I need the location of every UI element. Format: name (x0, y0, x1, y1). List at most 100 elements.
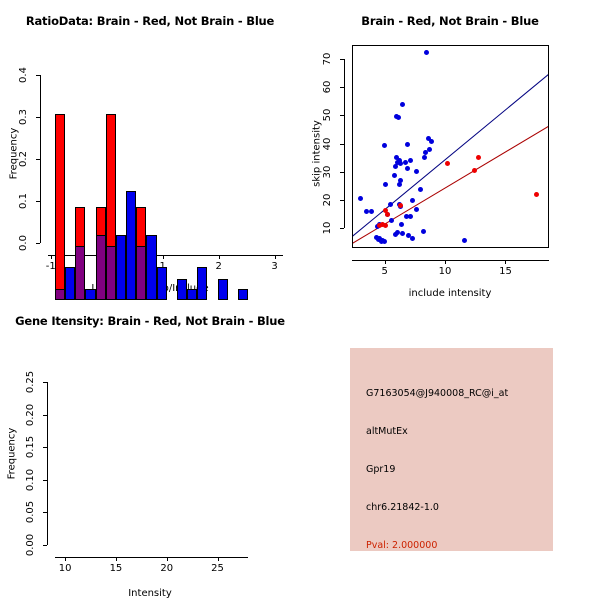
histogram-bar (176, 278, 188, 300)
y-tick-label: 0.05 (25, 501, 36, 524)
x-tick-label: 10 (438, 266, 452, 277)
scatter-point (397, 160, 403, 166)
scatter-point (393, 163, 398, 169)
histogram-bar (65, 267, 76, 300)
scatter-point (384, 211, 390, 217)
scatter-panel: Brain - Red, Not Brain - Blue skip inten… (300, 0, 600, 300)
y-tick (43, 512, 47, 514)
x-tick-label: 20 (160, 563, 174, 574)
x-axis (352, 260, 549, 261)
y-tick-label: 0.0 (18, 235, 29, 251)
scatter-point (383, 181, 389, 187)
y-tick (43, 479, 47, 481)
histogram-bar (156, 267, 167, 300)
scatter-point (418, 186, 424, 192)
x-axis (48, 255, 283, 256)
scatter-point (424, 49, 430, 55)
locus-text: chr6.21842-1.0 (366, 502, 439, 513)
y-tick (43, 447, 47, 449)
y-tick-label: 10 (322, 221, 333, 235)
x-tick-label: 2 (215, 261, 222, 272)
scatter-point (357, 195, 363, 201)
scatter-point (399, 221, 405, 227)
scatter-point (395, 230, 401, 236)
scatter-point (397, 203, 403, 209)
histogram-bar (55, 113, 66, 300)
scatter-point (396, 182, 402, 188)
scatter-point (377, 223, 383, 229)
x-tick-label: 25 (211, 563, 224, 574)
y-tick (340, 115, 344, 117)
scatter-point (426, 146, 432, 152)
scatter-point (423, 150, 429, 156)
histogram-bar (217, 278, 228, 300)
x-tick-label: -1 (45, 261, 56, 272)
y-tick (340, 171, 344, 173)
y-tick (36, 116, 40, 118)
x-tick-label: 10 (58, 563, 72, 574)
y-tick-label: 50 (322, 109, 333, 122)
scatter-point (368, 209, 374, 215)
y-tick (340, 228, 344, 230)
histogram-bar-overlap (105, 245, 116, 300)
scatter-point (425, 135, 431, 141)
y-tick-label: 20 (322, 193, 333, 207)
histogram-bar-overlap (136, 245, 147, 300)
y-tick-label: 0.3 (18, 108, 29, 125)
y-tick (43, 382, 47, 384)
scatter-clip (353, 46, 548, 247)
y-tick-label: 40 (322, 137, 333, 151)
x-tick (445, 260, 447, 264)
x-tick (274, 255, 276, 259)
y-tick-label: 60 (322, 80, 333, 94)
histogram-bar (115, 234, 127, 300)
event-type-text: altMutEx (366, 426, 408, 437)
y-tick (36, 200, 40, 202)
y-tick (340, 200, 344, 202)
scatter-point (461, 238, 467, 244)
scatter-point (409, 236, 415, 242)
scatter-point (396, 157, 402, 163)
y-tick (36, 158, 40, 160)
scatter-point (409, 198, 415, 204)
scatter-point (400, 230, 406, 236)
y-axis (47, 382, 48, 545)
annotation-panel: G7163054@J940008_RC@i_at altMutEx Gpr19 … (300, 300, 600, 600)
y-tick (340, 87, 344, 89)
y-tick-label: 0.00 (25, 533, 36, 557)
scatter-point (400, 101, 406, 107)
scatter-point (406, 232, 412, 238)
y-tick-label: 70 (322, 52, 333, 66)
scatter-frame (352, 45, 549, 248)
x-tick (65, 557, 67, 561)
histogram-bar (126, 191, 137, 300)
x-tick (166, 557, 168, 561)
y-tick-label: 0.2 (18, 150, 29, 167)
scatter-point (420, 228, 426, 234)
gene-histogram-panel: Gene Itensity: Brain - Red, Not Brain - … (0, 113, 300, 600)
scatter-point (382, 142, 388, 148)
x-tick (162, 255, 164, 259)
y-axis (344, 59, 345, 229)
x-tick (218, 255, 220, 259)
y-tick-label: 0.15 (25, 436, 36, 459)
scatter-point (391, 173, 397, 179)
histogram-bar-overlap (75, 245, 86, 300)
scatter-point (413, 206, 419, 212)
histogram-bar (146, 234, 157, 300)
histogram-bar (187, 288, 198, 300)
y-tick (36, 243, 40, 244)
scatter-point (393, 231, 398, 237)
histogram-bar (197, 267, 208, 300)
x-tick-label: 3 (271, 261, 278, 272)
scatter-point (413, 169, 419, 175)
scatter-point (407, 158, 413, 164)
x-tick (505, 260, 507, 264)
scatter-point (403, 213, 409, 219)
scatter-xlabel: include intensity (408, 288, 492, 299)
scatter-title: Brain - Red, Not Brain - Blue (361, 14, 539, 28)
scatter-point (471, 168, 477, 174)
scatter-point (364, 209, 369, 215)
scatter-point (534, 192, 540, 198)
gene-histogram-title: Gene Itensity: Brain - Red, Not Brain - … (15, 314, 285, 328)
